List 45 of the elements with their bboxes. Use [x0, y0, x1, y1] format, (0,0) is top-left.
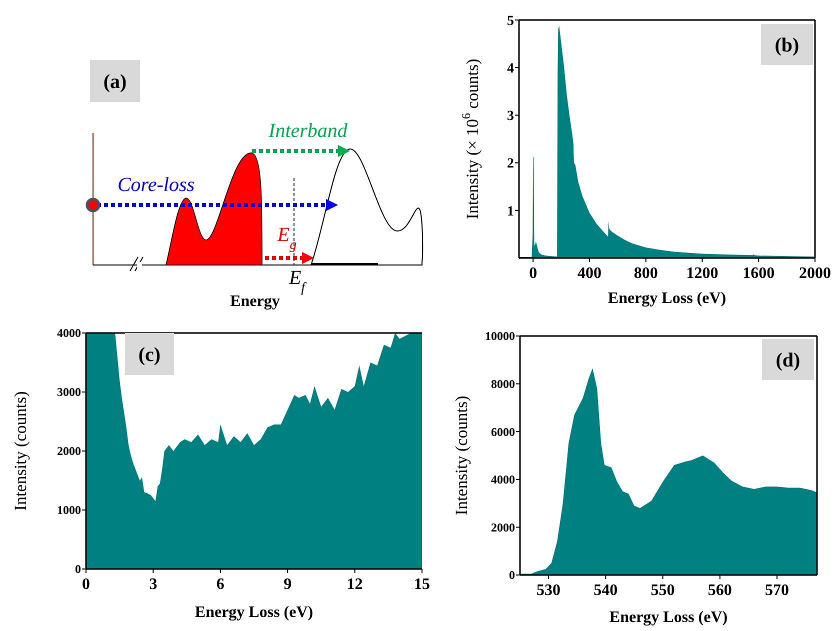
y-axis-title: Intensity (counts): [452, 396, 471, 516]
x-axis-title: Energy Loss (eV): [609, 609, 728, 626]
annotation: (d): [776, 350, 800, 372]
x-tick-label: 570: [765, 582, 790, 599]
y-tick-label: 4: [507, 62, 514, 76]
x-tick-label: 3: [149, 576, 158, 593]
y-tick-label: 3000: [57, 385, 81, 400]
x-tick-label: 2000: [799, 265, 831, 282]
x-tick-label: 0: [529, 265, 538, 282]
y-tick-label: 3: [507, 109, 514, 124]
y-tick-label: 0: [75, 562, 81, 576]
y-tick-label: 6000: [491, 424, 515, 439]
x-tick-label: 400: [577, 265, 602, 282]
text: E$_{f}$: [288, 267, 308, 296]
y-tick-label: 1: [507, 204, 514, 220]
text: Core-loss: [117, 174, 195, 196]
y-tick-label: 4000: [491, 472, 515, 487]
x-tick-label: 1200: [686, 265, 718, 282]
x-tick-label: 1600: [742, 265, 775, 282]
y-tick-label: 5: [507, 14, 514, 29]
x-tick-label: 9: [284, 576, 292, 593]
x-tick-label: 540: [594, 582, 618, 599]
y-tick-label: 4000: [57, 326, 81, 340]
annotation: (c): [138, 344, 161, 366]
x-tick-label: 560: [708, 582, 732, 599]
text: E$_{g}$: [276, 224, 297, 252]
x-axis-title: Energy Loss (eV): [608, 290, 726, 307]
x-tick-label: 530: [536, 582, 561, 599]
x-axis-title: Energy Loss (eV): [194, 604, 314, 621]
y-axis-title: Intensity (counts): [10, 391, 30, 511]
text: Energy: [230, 293, 280, 310]
y-tick-label: 1000: [57, 503, 81, 518]
annotation: (b): [774, 34, 800, 56]
text: Interband: [268, 120, 348, 142]
y-tick-label: 10000: [485, 329, 515, 344]
y-tick-label: 2000: [491, 520, 515, 534]
y-tick-label: 2: [507, 156, 514, 172]
x-tick-label: 800: [634, 265, 658, 282]
x-tick-label: 15: [414, 576, 430, 593]
x-tick-label: 550: [650, 582, 675, 599]
y-tick-label: 8000: [491, 377, 515, 391]
x-tick-label: 6: [216, 576, 224, 593]
y-tick-label: 2000: [57, 444, 81, 458]
x-tick-label: 12: [346, 576, 363, 593]
text: (a): [103, 71, 127, 93]
